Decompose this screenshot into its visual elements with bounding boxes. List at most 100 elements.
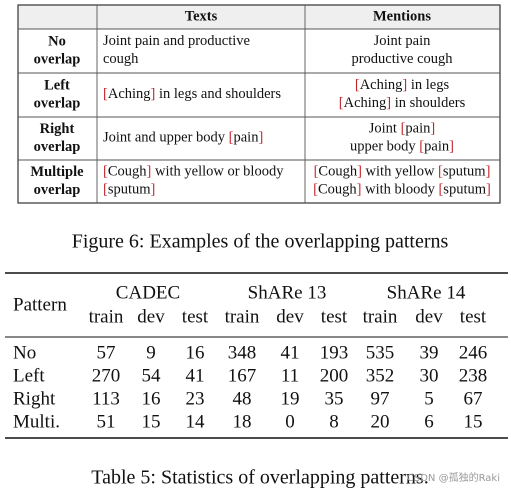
cell-value: 30 [420, 365, 439, 386]
figure-grid [18, 5, 500, 203]
cell-value: 16 [142, 388, 161, 409]
bracket: [ [103, 182, 108, 198]
bracket: [ [103, 86, 108, 102]
table-caption: Table 5: Statistics of overlapping patte… [91, 467, 428, 489]
group-header: ShARe 14 [387, 282, 466, 303]
text-span: cough [103, 51, 139, 67]
column-header: dev [415, 306, 443, 327]
cell-value: 6 [424, 411, 434, 432]
cell-value: 41 [281, 342, 300, 363]
text-span: with yellow [362, 164, 438, 180]
bracket: [ [103, 164, 108, 180]
cell-value: 15 [142, 411, 161, 432]
bracket: ] [147, 164, 152, 180]
text-span: with yellow or bloody [151, 164, 284, 180]
cell-value: 11 [281, 365, 299, 386]
bracket: ] [357, 182, 362, 198]
bracket: ] [151, 86, 156, 102]
column-header: train [363, 306, 398, 327]
row-label: Multi. [13, 411, 60, 432]
cell-value: 0 [285, 411, 295, 432]
watermark: CSDN @孤独的Raki [407, 471, 500, 484]
bracket: ] [151, 182, 156, 198]
cell-line: cough [103, 51, 139, 67]
bracket: [ [401, 121, 406, 137]
group-header: CADEC [116, 282, 180, 303]
cell-value: 54 [142, 365, 162, 386]
cell-value: 35 [325, 388, 344, 409]
cell-line: Joint pain and productive [103, 33, 250, 49]
text-span: upper body [350, 139, 419, 155]
group-header: ShARe 13 [248, 282, 327, 303]
cell-value: 57 [97, 342, 116, 363]
bracket: [ [419, 139, 424, 155]
bracket: ] [386, 95, 391, 111]
bracket: ] [486, 164, 491, 180]
text-span: Joint and upper body [103, 130, 229, 146]
cell-line: [Aching] in legs [355, 77, 450, 93]
text-span: Aching [108, 86, 151, 102]
row-label: Right [40, 121, 75, 137]
bracket: ] [402, 77, 407, 93]
text-span: Joint pain and productive [103, 33, 250, 49]
column-header: dev [276, 306, 304, 327]
cell-line: [Aching] in legs and shoulders [103, 86, 281, 102]
bracket: [ [313, 182, 318, 198]
cell-value: 238 [459, 365, 488, 386]
text-span: Cough [318, 164, 357, 180]
text-span: Cough [108, 164, 147, 180]
cell-value: 18 [233, 411, 252, 432]
bracket: [ [314, 164, 319, 180]
cell-value: 23 [186, 388, 205, 409]
text-span: sputum [108, 182, 151, 198]
row-label: Right [13, 388, 56, 409]
cell-line: Joint and upper body [pain] [103, 130, 263, 146]
header-bg [18, 5, 500, 29]
cell-value: 193 [320, 342, 349, 363]
bracket: [ [339, 95, 344, 111]
table-rules [5, 272, 508, 439]
text-span: productive cough [351, 51, 453, 67]
column-header: Texts [185, 8, 218, 24]
bracket: ] [357, 164, 362, 180]
column-header: test [182, 306, 209, 327]
text-span: pain [234, 130, 260, 146]
bracket: [ [438, 182, 443, 198]
text-span: Cough [318, 182, 357, 198]
cell-value: 48 [233, 388, 252, 409]
text-span: in legs [407, 77, 449, 93]
column-header: train [225, 306, 260, 327]
bracket: [ [229, 130, 234, 146]
cell-value: 8 [329, 411, 339, 432]
cell-value: 535 [366, 342, 395, 363]
cell-line: [Cough] with bloody [sputum] [313, 182, 491, 198]
cell-value: 39 [420, 342, 439, 363]
column-header: Mentions [373, 8, 431, 24]
cell-value: 41 [186, 365, 205, 386]
cell-line: Joint [pain] [369, 121, 435, 137]
row-label: No [13, 342, 36, 363]
text-span: sputum [443, 164, 486, 180]
bracket: ] [486, 182, 491, 198]
text-span: Aching [360, 77, 403, 93]
row-label: overlap [34, 95, 81, 111]
cell-value: 16 [186, 342, 205, 363]
text-span: in shoulders [391, 95, 465, 111]
row-label: overlap [34, 139, 81, 155]
cell-value: 14 [186, 411, 206, 432]
bracket: ] [430, 121, 435, 137]
cell-line: [Aching] in shoulders [339, 95, 466, 111]
cell-value: 9 [146, 342, 156, 363]
text-span: with bloody [362, 182, 439, 198]
cell-line: productive cough [351, 51, 453, 67]
text-span: Aching [344, 95, 387, 111]
column-header: test [321, 306, 348, 327]
bracket: ] [258, 130, 263, 146]
bracket: ] [449, 139, 454, 155]
bracket: [ [438, 164, 443, 180]
cell-line: [Cough] with yellow or bloody [103, 164, 284, 180]
cell-value: 246 [459, 342, 488, 363]
cell-line: upper body [pain] [350, 139, 454, 155]
row-label: Left [13, 365, 45, 386]
